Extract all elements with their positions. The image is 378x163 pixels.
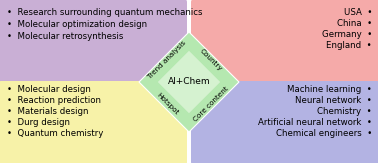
Text: •  Materials design: • Materials design [7,107,88,116]
Text: •  Research surrounding quantum mechanics: • Research surrounding quantum mechanics [7,8,203,17]
Text: •  Quantum chemistry: • Quantum chemistry [7,129,103,138]
Text: Chemical engineers  •: Chemical engineers • [276,129,372,138]
Text: Neural network  •: Neural network • [295,96,372,105]
Polygon shape [139,32,239,132]
FancyBboxPatch shape [191,81,378,163]
Text: Germany  •: Germany • [322,30,372,39]
FancyBboxPatch shape [191,0,378,83]
Text: China  •: China • [337,19,372,28]
Text: •  Molecular optimization design: • Molecular optimization design [7,20,147,29]
Text: Hotspot: Hotspot [155,92,179,116]
Text: •  Reaction prediction: • Reaction prediction [7,96,101,105]
Polygon shape [157,50,221,114]
FancyBboxPatch shape [0,81,187,163]
Text: England  •: England • [326,41,372,50]
Text: •  Molecular design: • Molecular design [7,85,91,94]
Text: Core content: Core content [192,85,229,123]
Text: Country: Country [199,48,223,72]
FancyBboxPatch shape [0,0,187,83]
Text: AI+Chem: AI+Chem [168,77,210,87]
Text: Machine learning  •: Machine learning • [287,85,372,94]
Text: •  Molecular retrosynthesis: • Molecular retrosynthesis [7,32,123,41]
Text: Chemistry  •: Chemistry • [318,107,372,116]
Text: Artificial neural network  •: Artificial neural network • [258,118,372,127]
Text: USA  •: USA • [344,8,372,17]
Text: •  Durg design: • Durg design [7,118,70,127]
Text: Trend analysis: Trend analysis [147,40,187,80]
